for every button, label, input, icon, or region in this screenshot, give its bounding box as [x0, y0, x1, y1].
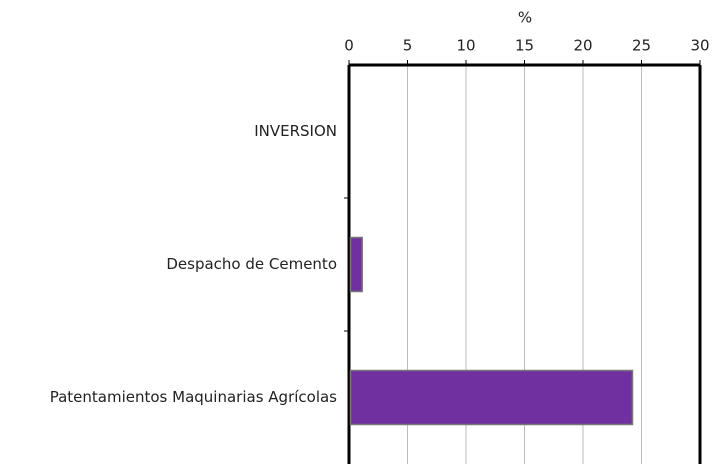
y-tick-label: Despacho de Cemento [166, 255, 337, 273]
bar [349, 236, 363, 293]
x-tick-label: 15 [515, 37, 534, 55]
y-tick-label: INVERSION [254, 122, 337, 140]
bar [349, 369, 634, 426]
x-tick-label: 25 [632, 37, 651, 55]
x-axis-label: % [518, 9, 532, 27]
x-tick-label: 0 [344, 37, 354, 55]
x-tick-label: 10 [456, 37, 475, 55]
x-tick-label: 5 [403, 37, 413, 55]
x-tick-label: 20 [573, 37, 592, 55]
y-tick-label: Patentamientos Maquinarias Agrícolas [50, 388, 337, 406]
x-tick-label: 30 [690, 37, 709, 55]
